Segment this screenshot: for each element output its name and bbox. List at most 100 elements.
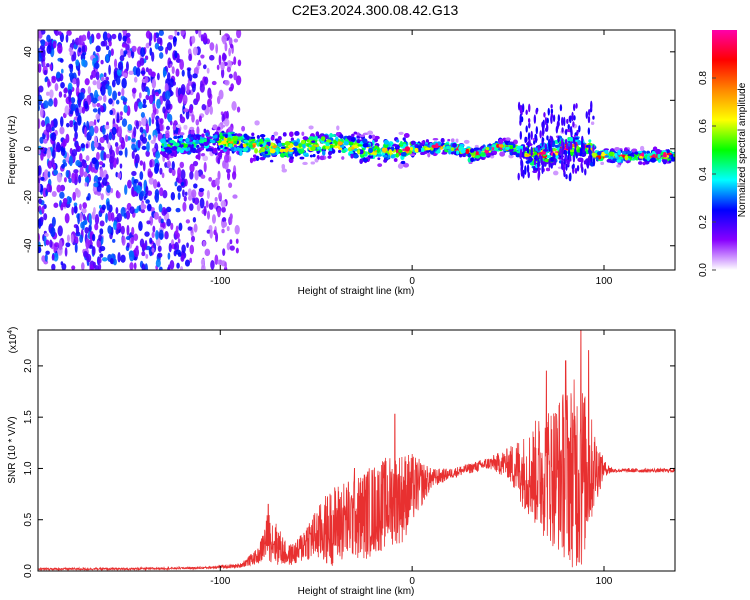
heatmap-cell — [125, 210, 131, 220]
heatmap-cell — [312, 154, 316, 158]
heatmap-cell — [145, 199, 150, 204]
heatmap-cell — [44, 253, 48, 262]
heatmap-cell — [397, 163, 404, 169]
heatmap-cell — [199, 83, 205, 93]
heatmap-cell — [63, 87, 68, 94]
heatmap-cell — [60, 261, 64, 266]
heatmap-cell — [299, 156, 305, 160]
heatmap-cell — [577, 157, 584, 163]
heatmap-cell — [256, 135, 260, 139]
heatmap-cell — [140, 112, 145, 118]
heatmap-cell — [192, 160, 199, 167]
heatmap-cell — [133, 178, 139, 184]
heatmap-cell — [189, 244, 195, 255]
heatmap-cell — [201, 133, 205, 138]
heatmap-cell — [536, 155, 539, 161]
heatmap-cell — [139, 160, 144, 166]
y-tick-label: 0.0 — [23, 564, 34, 578]
heatmap-cell — [190, 147, 194, 151]
heatmap-cell — [137, 139, 141, 149]
heatmap-cell — [524, 165, 527, 175]
heatmap-cell — [116, 112, 120, 124]
heatmap-cell — [99, 136, 105, 144]
heatmap-cell — [189, 257, 193, 263]
heatmap-cell — [40, 176, 45, 181]
heatmap-cell — [84, 182, 88, 187]
heatmap-cell — [207, 147, 214, 152]
heatmap-cell — [107, 85, 112, 97]
heatmap-cell — [97, 95, 103, 101]
heatmap-cell — [141, 251, 146, 257]
heatmap-cell — [105, 173, 109, 180]
heatmap-cell — [642, 161, 646, 166]
heatmap-cell — [66, 30, 72, 36]
heatmap-cell — [142, 98, 147, 105]
heatmap-cell — [122, 35, 128, 42]
heatmap-cell — [541, 164, 544, 175]
heatmap-cell — [120, 48, 124, 58]
heatmap-cell — [69, 110, 73, 115]
heatmap-cell — [626, 150, 632, 155]
heatmap-cell — [151, 78, 157, 89]
heatmap-cell — [559, 147, 562, 156]
heatmap-cell — [242, 147, 248, 152]
heatmap-cell — [341, 156, 345, 160]
heatmap-cell — [335, 132, 340, 136]
heatmap-cell — [148, 177, 155, 185]
heatmap-cell — [79, 203, 82, 211]
heatmap-cell — [301, 139, 306, 144]
heatmap-cell — [317, 146, 322, 150]
heatmap-cell — [141, 263, 146, 270]
heatmap-cell — [195, 92, 200, 102]
heatmap-cell — [574, 137, 579, 140]
heatmap-cell — [588, 149, 592, 156]
heatmap-cell — [214, 197, 218, 202]
heatmap-cell — [127, 52, 132, 58]
heatmap-cell — [202, 64, 207, 70]
heatmap-cell — [220, 124, 226, 128]
heatmap-cell — [88, 164, 91, 172]
heatmap-cell — [79, 212, 83, 222]
heatmap-cell — [162, 189, 168, 199]
heatmap-cell — [92, 233, 96, 242]
heatmap-cell — [541, 121, 544, 129]
heatmap-cell — [290, 137, 295, 142]
heatmap-cell — [180, 181, 185, 187]
heatmap-cell — [176, 147, 182, 151]
heatmap-cell — [535, 126, 539, 135]
heatmap-cell — [53, 252, 59, 262]
heatmap-cell — [93, 206, 96, 215]
heatmap-cell — [84, 78, 90, 86]
heatmap-cell — [432, 138, 439, 141]
heatmap-cell — [115, 99, 120, 105]
heatmap-cell — [107, 225, 112, 235]
heatmap-cell — [541, 137, 545, 142]
heatmap-cell — [569, 149, 576, 153]
y-tick-label: 2.0 — [23, 359, 34, 373]
heatmap-cell — [224, 261, 227, 269]
heatmap-cell — [206, 67, 210, 74]
heatmap-cell — [155, 151, 161, 159]
heatmap-cell — [532, 170, 538, 173]
heatmap-cell — [347, 141, 354, 146]
heatmap-cell — [91, 97, 98, 104]
heatmap-cell — [254, 148, 258, 154]
spectrogram-ticks: -100 0 100 40 20 0 -20 -40 — [23, 30, 675, 287]
chart-title: C2E3.2024.300.08.42.G13 — [291, 2, 459, 18]
heatmap-cell — [393, 158, 398, 162]
heatmap-cell — [339, 134, 344, 139]
heatmap-cell — [564, 128, 568, 136]
heatmap-cell — [100, 193, 104, 201]
heatmap-cell — [168, 242, 172, 253]
heatmap-cell — [198, 187, 205, 193]
heatmap-cell — [156, 183, 161, 188]
heatmap-cell — [131, 143, 136, 151]
heatmap-cell — [177, 192, 181, 201]
heatmap-cell — [302, 161, 308, 165]
heatmap-cell — [350, 136, 356, 142]
heatmap-cell — [431, 144, 437, 149]
heatmap-cell — [314, 158, 319, 163]
heatmap-cell — [38, 182, 41, 192]
heatmap-cell — [519, 105, 523, 115]
heatmap-cell — [88, 121, 95, 127]
